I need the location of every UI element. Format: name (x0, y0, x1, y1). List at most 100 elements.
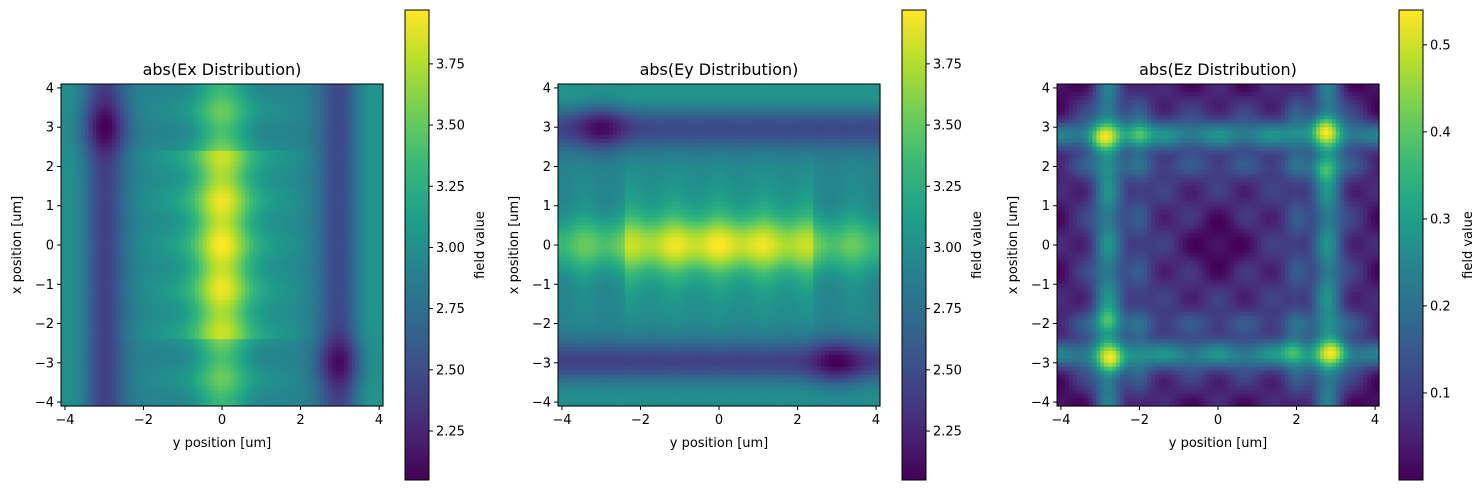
heatmap-cell (170, 225, 176, 230)
heatmap-cell (170, 292, 176, 297)
heatmap-cell (115, 99, 121, 105)
heatmap-cell (280, 237, 286, 242)
heatmap-cell (135, 221, 141, 226)
heatmap-cell (218, 91, 223, 97)
heatmap-cell (324, 115, 329, 120)
heatmap-cell (222, 119, 227, 124)
heatmap-cell (127, 84, 133, 89)
heatmap-cell (92, 150, 97, 156)
heatmap-cell (174, 248, 180, 254)
heatmap-cell (379, 233, 384, 238)
heatmap-cell (339, 131, 345, 136)
heatmap-cell (225, 197, 231, 203)
heatmap-cell (343, 99, 349, 105)
heatmap-cell (375, 162, 380, 168)
heatmap-cell (206, 284, 211, 289)
heatmap-cell (249, 166, 255, 171)
heatmap-cell (284, 268, 290, 274)
heatmap-cell (316, 229, 321, 234)
heatmap-cell (151, 311, 156, 317)
heatmap-cell (182, 84, 188, 89)
heatmap-cell (88, 233, 94, 238)
heatmap-cell (265, 193, 270, 199)
heatmap-cell (375, 252, 380, 258)
heatmap-cell (273, 103, 278, 109)
heatmap-cell (182, 95, 188, 101)
heatmap-cell (331, 229, 337, 234)
heatmap-cell (237, 303, 243, 309)
heatmap-cell (379, 264, 384, 270)
heatmap-cell (155, 205, 160, 211)
heatmap-cell (190, 260, 196, 266)
heatmap-cell (80, 221, 86, 226)
heatmap-cell (225, 111, 231, 117)
heatmap-cell (308, 205, 313, 211)
heatmap-cell (280, 91, 286, 97)
heatmap-cell (80, 150, 86, 156)
heatmap-cell (84, 84, 90, 89)
heatmap-cell (143, 138, 148, 144)
heatmap-cell (61, 174, 66, 179)
heatmap-cell (92, 127, 97, 132)
heatmap-cell (151, 201, 156, 207)
heatmap-cell (104, 292, 109, 297)
heatmap-cell (355, 248, 361, 254)
heatmap-cell (151, 123, 156, 128)
heatmap-cell (312, 166, 317, 171)
heatmap-cell (379, 237, 384, 242)
heatmap-cell (331, 248, 337, 254)
heatmap-cell (379, 256, 384, 262)
heatmap-cell (198, 303, 203, 309)
heatmap-cell (225, 127, 231, 132)
heatmap-cell (222, 264, 227, 270)
heatmap-cell (284, 99, 290, 105)
heatmap-cell (355, 127, 361, 132)
heatmap-cell (174, 319, 180, 325)
heatmap-cell (198, 84, 203, 89)
heatmap-cell (194, 311, 200, 317)
heatmap-cell (202, 319, 207, 325)
heatmap-cell (131, 131, 137, 136)
heatmap-cell (170, 178, 176, 183)
heatmap-cell (229, 178, 235, 183)
heatmap-cell (202, 138, 207, 144)
heatmap-cell (155, 154, 160, 160)
heatmap-cell (320, 150, 325, 156)
heatmap-cell (139, 213, 145, 219)
heatmap-cell (308, 193, 313, 199)
heatmap-cell (233, 299, 239, 305)
heatmap-cell (92, 217, 97, 223)
heatmap-cell (367, 84, 372, 89)
heatmap-cell (351, 307, 357, 313)
heatmap-cell (316, 115, 321, 120)
heatmap-cell (335, 182, 341, 187)
heatmap-cell (359, 264, 364, 270)
heatmap-cell (320, 288, 325, 293)
heatmap-cell (288, 284, 294, 289)
heatmap-cell (379, 162, 384, 168)
heatmap-cell (257, 162, 262, 168)
heatmap-cell (210, 280, 215, 285)
heatmap-cell (112, 272, 117, 278)
heatmap-cell (233, 311, 239, 317)
heatmap-cell (115, 296, 121, 301)
heatmap-cell (68, 264, 74, 270)
heatmap-cell (143, 303, 148, 309)
heatmap-cell (324, 221, 329, 226)
heatmap-cell (76, 127, 82, 132)
heatmap-cell (237, 186, 243, 191)
heatmap-cell (206, 115, 211, 120)
heatmap-cell (245, 299, 251, 305)
heatmap-cell (108, 123, 113, 128)
heatmap-cell (312, 146, 317, 152)
heatmap-cell (178, 311, 184, 317)
heatmap-cell (135, 135, 141, 140)
heatmap-cell (375, 146, 380, 152)
heatmap-cell (92, 197, 97, 203)
heatmap-cell (108, 142, 113, 148)
heatmap-cell (343, 315, 349, 321)
heatmap-cell (143, 252, 148, 258)
heatmap-cell (237, 197, 243, 203)
heatmap-cell (339, 95, 345, 101)
